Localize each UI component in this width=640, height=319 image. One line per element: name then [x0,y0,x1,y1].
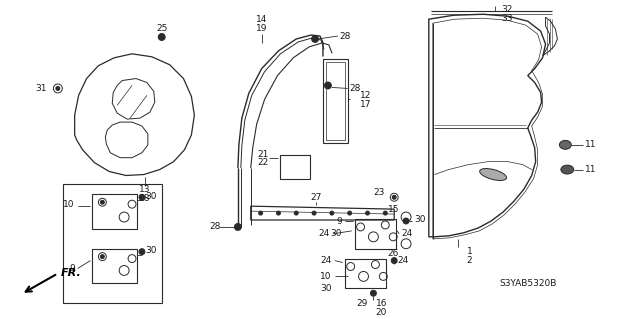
Circle shape [383,211,387,215]
Bar [280,155,310,180]
Text: 14: 14 [256,15,268,24]
Text: 24: 24 [401,229,412,238]
Text: 30: 30 [145,192,156,201]
Text: 23: 23 [373,188,384,197]
Text: 20: 20 [376,308,387,316]
Text: 18: 18 [139,194,150,203]
Ellipse shape [561,165,573,174]
Circle shape [365,211,369,215]
Text: 32: 32 [501,5,513,14]
Text: 11: 11 [585,165,596,174]
Text: 11: 11 [585,140,596,149]
Text: 30: 30 [330,229,342,238]
Circle shape [259,211,262,215]
Circle shape [371,290,376,296]
Bar [345,259,387,288]
Text: FR.: FR. [61,268,81,278]
Text: 29: 29 [356,299,367,308]
Text: 10: 10 [321,272,332,281]
Circle shape [56,86,60,90]
Circle shape [139,194,145,200]
Text: 30: 30 [145,246,156,255]
Text: 21: 21 [257,150,269,159]
Bar [92,194,137,229]
Text: 30: 30 [321,284,332,293]
Text: 33: 33 [501,14,513,23]
Circle shape [312,35,319,42]
Circle shape [158,33,165,41]
Text: 28: 28 [349,84,361,93]
Circle shape [234,224,241,230]
Text: 22: 22 [257,158,269,167]
Circle shape [312,211,316,215]
Text: 1: 1 [467,247,472,256]
Text: 31: 31 [35,84,47,93]
Text: 28: 28 [210,222,221,232]
Circle shape [330,211,334,215]
Circle shape [391,258,397,263]
Bar [92,249,137,283]
Text: 28: 28 [340,32,351,41]
Text: 27: 27 [310,193,322,202]
Text: 10: 10 [63,200,75,209]
Text: 25: 25 [156,24,168,33]
Text: S3YAB5320B: S3YAB5320B [499,279,556,288]
Text: 30: 30 [414,214,426,224]
Circle shape [324,82,332,89]
Text: 12: 12 [360,91,371,100]
Text: 2: 2 [467,256,472,265]
Bar [323,59,348,143]
Text: 9: 9 [336,217,342,226]
Circle shape [294,211,298,215]
Ellipse shape [559,140,572,149]
Text: 15: 15 [388,204,399,214]
Circle shape [403,218,409,224]
Text: 13: 13 [139,185,150,194]
Circle shape [139,249,145,255]
Text: 26: 26 [388,249,399,258]
Text: 24: 24 [319,229,330,238]
Circle shape [100,255,104,259]
Bar [355,219,396,249]
Circle shape [348,211,351,215]
Text: 19: 19 [256,24,268,33]
Bar [326,62,345,140]
Text: 9: 9 [69,264,75,273]
Bar [63,184,162,303]
Text: 24: 24 [321,256,332,265]
Circle shape [100,200,104,204]
Ellipse shape [480,168,506,181]
Circle shape [392,195,396,199]
Circle shape [276,211,280,215]
Text: 17: 17 [360,100,371,109]
Text: 24: 24 [397,256,408,265]
Text: 16: 16 [376,299,387,308]
